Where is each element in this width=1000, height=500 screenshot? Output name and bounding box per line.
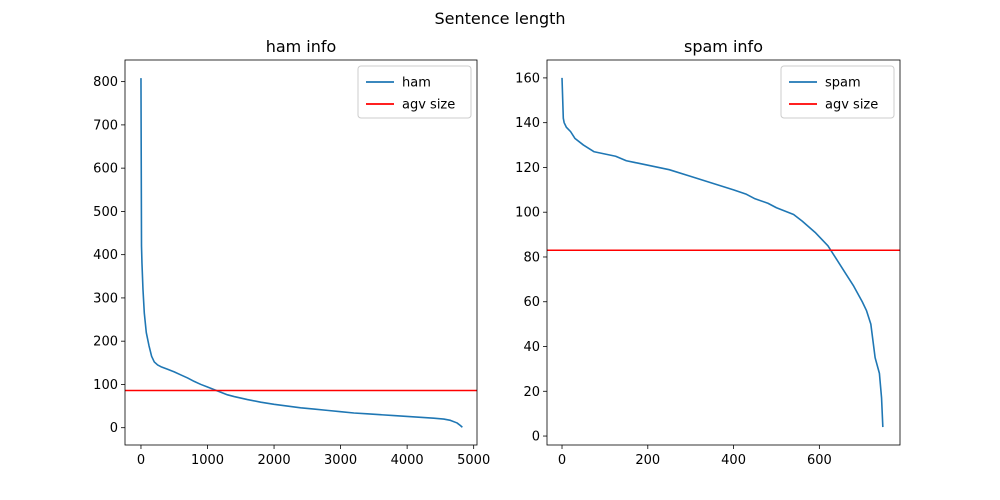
spam-info-y-tick-label: 0	[532, 430, 540, 445]
ham-info-chart: ham info 0 1000 2000 3000 4000 5000 0 100 200 300 4…	[93, 37, 490, 468]
spam-info-axes-frame	[546, 59, 901, 446]
spam-info-y-tick-label: 120	[515, 161, 540, 176]
ham-info-legend	[357, 65, 472, 119]
ham-info-legend-agv-size-label: agv size	[402, 98, 455, 113]
ham-info-title: ham info	[266, 37, 337, 56]
ham-info-x-tick-label: 1000	[191, 453, 224, 468]
ham-info-x-tick-label: 3000	[324, 453, 357, 468]
spam-info-spam-series-line	[561, 77, 884, 428]
figure-title: Sentence length	[434, 9, 565, 28]
ham-info-y-tick-label: 200	[93, 335, 118, 350]
ham-info-x-tick-label: 4000	[391, 453, 424, 468]
ham-info-y-tick-label: 800	[93, 75, 118, 90]
spam-info-legend	[780, 65, 895, 119]
spam-info-x-tick-label: 600	[807, 453, 832, 468]
spam-info-y-tick-label: 20	[523, 385, 540, 400]
ham-info-ham-series-line	[140, 78, 463, 428]
ham-info-y-tick-label: 500	[93, 205, 118, 220]
ham-info-y-tick-label: 300	[93, 291, 118, 306]
ham-info-x-tick-label: 0	[137, 453, 145, 468]
ham-info-axes-frame	[124, 59, 478, 446]
spam-info-x-tick-label: 200	[635, 453, 660, 468]
ham-info-y-tick-label: 100	[93, 378, 118, 393]
spam-info-x-tick-label: 400	[721, 453, 746, 468]
ham-info-y-tick-label: 0	[110, 421, 118, 436]
spam-info-legend-agv-size-label: agv size	[825, 98, 878, 113]
spam-info-chart: spam info 0 200 400 600 0 20 40 60 80 100 120 140 160…	[515, 37, 901, 468]
spam-info-y-tick-label: 80	[523, 250, 540, 265]
ham-info-x-tick-label: 5000	[457, 453, 490, 468]
spam-info-legend-spam-label: spam	[825, 76, 861, 91]
spam-info-title: spam info	[684, 37, 763, 56]
ham-info-x-tick-label: 2000	[258, 453, 291, 468]
spam-info-x-tick-label: 0	[558, 453, 566, 468]
ham-info-legend-ham-label: ham	[402, 76, 431, 91]
spam-info-y-tick-label: 160	[515, 71, 540, 86]
spam-info-y-tick-label: 60	[523, 295, 540, 310]
ham-info-y-tick-label: 700	[93, 118, 118, 133]
ham-info-y-tick-label: 400	[93, 248, 118, 263]
ham-info-y-tick-label: 600	[93, 162, 118, 177]
spam-info-y-tick-label: 140	[515, 116, 540, 131]
spam-info-y-tick-label: 40	[523, 340, 540, 355]
spam-info-y-tick-label: 100	[515, 206, 540, 221]
